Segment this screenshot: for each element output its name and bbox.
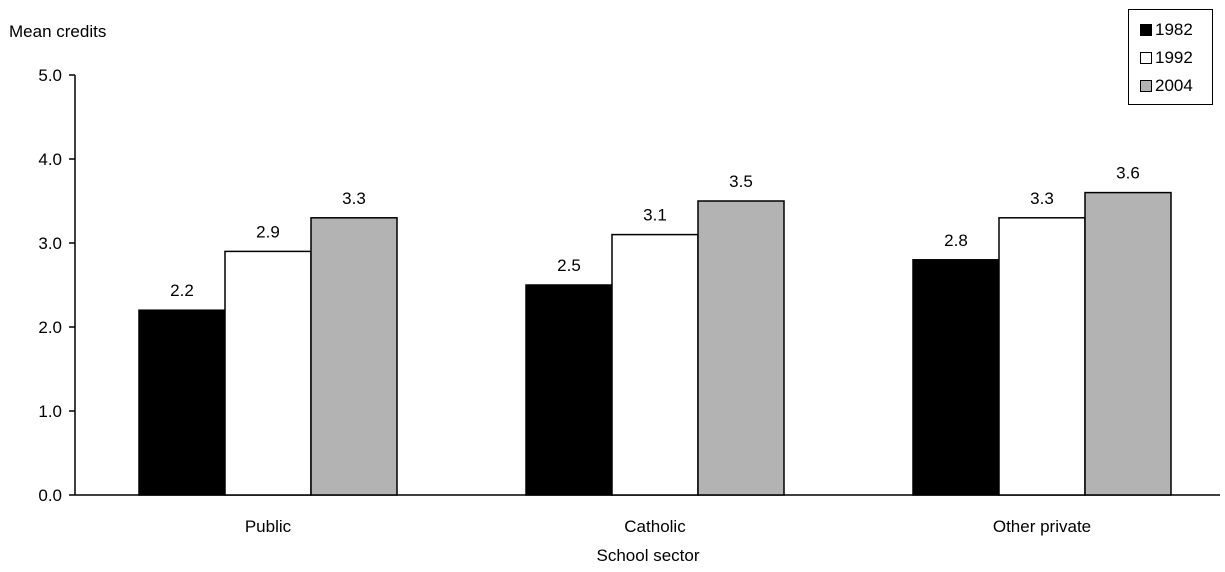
legend-label-2004: 2004 [1155, 76, 1193, 95]
legend-swatch-1992 [1140, 52, 1152, 64]
data-label: 3.1 [643, 206, 667, 225]
bars [138, 191, 1172, 496]
data-label: 3.6 [1116, 164, 1140, 183]
legend-label-1982: 1982 [1155, 20, 1193, 39]
y-tick-label: 5.0 [38, 66, 62, 85]
legend-swatch-2004 [1140, 80, 1152, 92]
data-label: 2.2 [170, 281, 194, 300]
data-label: 2.5 [557, 256, 581, 275]
data-label: 3.5 [729, 172, 753, 191]
data-label: 2.8 [944, 231, 968, 250]
y-tick-label: 1.0 [38, 402, 62, 421]
bar [912, 259, 1000, 496]
data-label: 2.9 [256, 222, 280, 241]
y-tick-label: 0.0 [38, 486, 62, 505]
x-axis-label: School sector [597, 546, 700, 565]
bar [310, 217, 398, 496]
x-tick-label: Catholic [624, 517, 686, 536]
data-label: 3.3 [342, 189, 366, 208]
bar [697, 200, 785, 496]
y-ticks: 0.0 1.0 2.0 3.0 4.0 5.0 [38, 66, 75, 505]
bar [224, 250, 312, 496]
bar [1084, 191, 1172, 496]
x-tick-label: Public [245, 517, 292, 536]
x-tick-label: Other private [993, 517, 1091, 536]
value-labels: 2.2 2.9 3.3 2.5 3.1 3.5 2.8 3.3 3.6 [170, 164, 1140, 301]
legend: 1982 1992 2004 [1128, 9, 1213, 105]
legend-swatch-1982 [1140, 24, 1152, 36]
y-tick-label: 4.0 [38, 150, 62, 169]
legend-item-1982: 1982 [1140, 20, 1193, 40]
legend-item-1992: 1992 [1140, 48, 1193, 68]
x-ticks: Public Catholic Other private [245, 517, 1091, 536]
data-label: 3.3 [1030, 189, 1054, 208]
bar [611, 233, 699, 496]
y-tick-label: 3.0 [38, 234, 62, 253]
y-tick-label: 2.0 [38, 318, 62, 337]
legend-item-2004: 2004 [1140, 76, 1193, 96]
y-axis-label: Mean credits [9, 22, 106, 41]
bar [998, 217, 1086, 496]
bar [138, 309, 226, 496]
bar [525, 284, 613, 496]
legend-label-1992: 1992 [1155, 48, 1193, 67]
